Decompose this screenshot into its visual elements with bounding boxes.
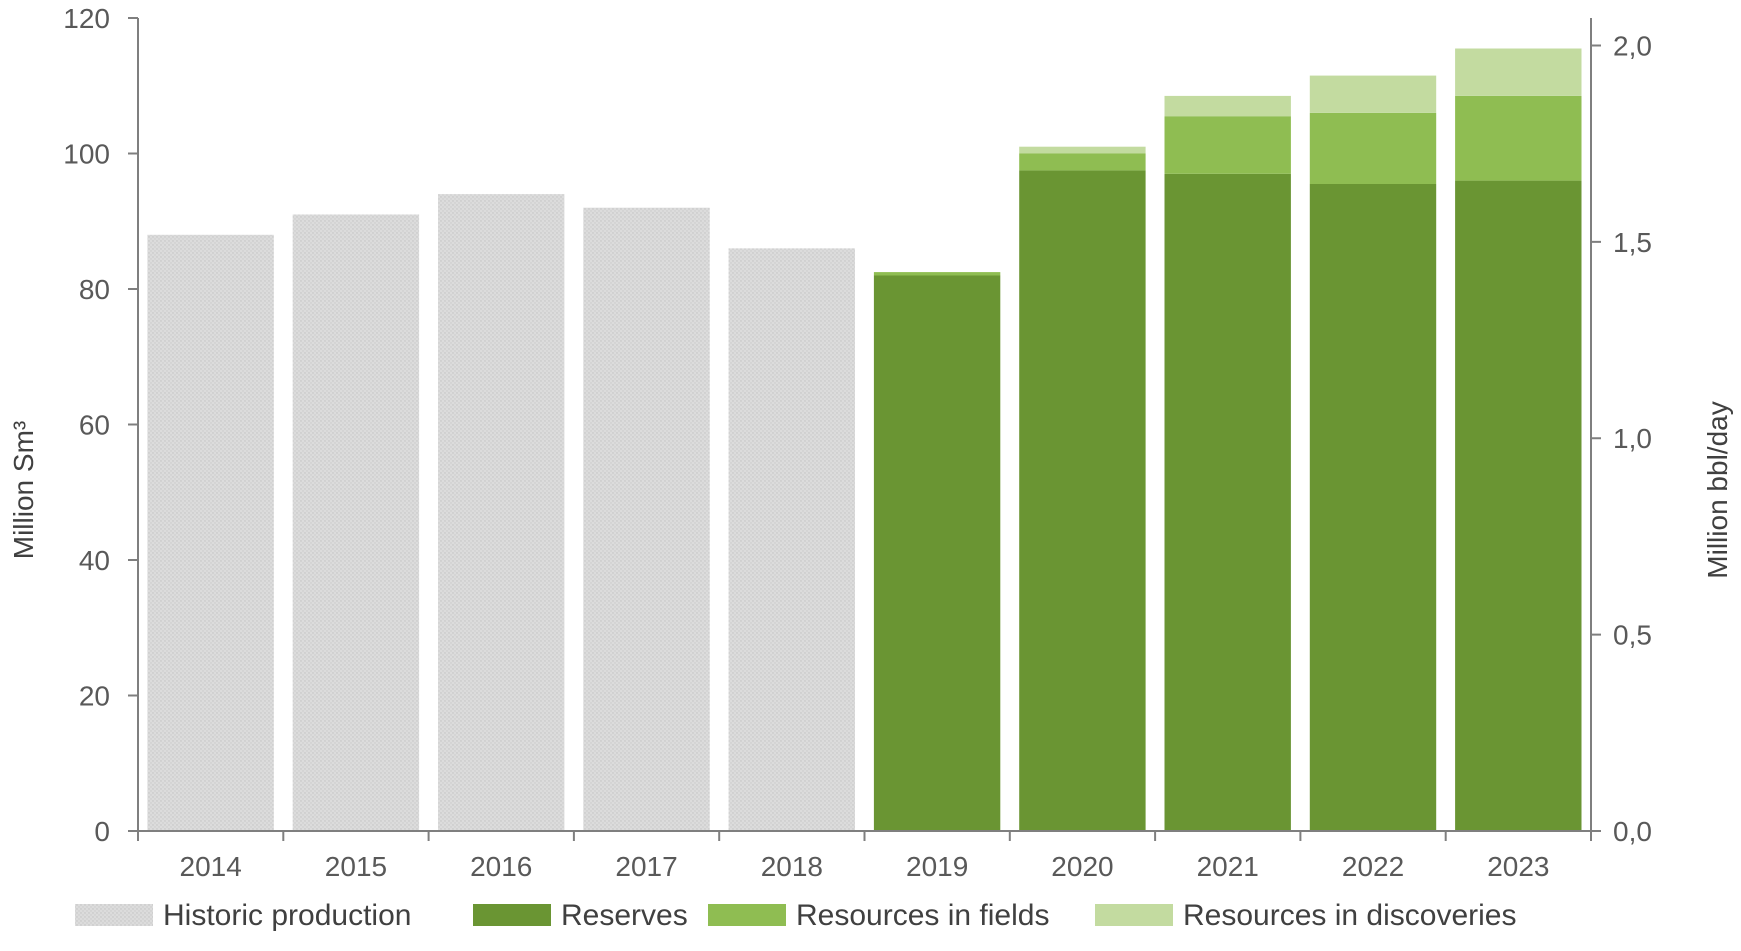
x-tick-label: 2019 — [906, 851, 968, 882]
bar-2019-resources-in-fields — [873, 272, 1001, 276]
bar-2020-resources-in-discoveries — [1019, 146, 1146, 154]
right-y-ticks: 0,0 0,5 1,0 1,5 2,0 — [1591, 30, 1652, 847]
left-tick-label: 0 — [94, 816, 110, 847]
bar-2020-reserves — [1019, 170, 1146, 831]
left-tick-label: 40 — [79, 545, 110, 576]
bar-2016-historic-production — [438, 194, 565, 832]
x-tick-label: 2017 — [615, 851, 677, 882]
x-tick-label: 2020 — [1051, 851, 1113, 882]
bar-2019-reserves — [873, 275, 1001, 831]
right-tick-label: 1,0 — [1613, 423, 1652, 454]
y2-axis-title: Million bbl/day — [1702, 401, 1733, 578]
bar-2023-reserves — [1455, 180, 1582, 832]
left-tick-label: 80 — [79, 274, 110, 305]
x-tick-label: 2021 — [1197, 851, 1259, 882]
right-tick-label: 1,5 — [1613, 227, 1652, 258]
legend-swatch-resources-in-discoveries — [1095, 904, 1173, 926]
x-tick-label: 2016 — [470, 851, 532, 882]
legend-label: Resources in fields — [796, 899, 1049, 932]
bar-2022-reserves — [1309, 184, 1437, 831]
bars-group — [147, 48, 1582, 832]
bar-2023-resources-in-fields — [1455, 95, 1582, 181]
right-tick-label: 2,0 — [1613, 30, 1652, 61]
left-tick-label: 120 — [63, 3, 110, 34]
bar-2022-resources-in-fields — [1309, 112, 1437, 184]
bar-2015-historic-production — [292, 214, 420, 831]
left-y-ticks: 0 20 40 60 80 100 120 — [63, 3, 138, 847]
left-tick-label: 20 — [79, 681, 110, 712]
x-tick-label: 2023 — [1487, 851, 1549, 882]
bar-2020-resources-in-fields — [1019, 153, 1146, 171]
left-tick-label: 60 — [79, 410, 110, 441]
x-tick-label: 2018 — [761, 851, 823, 882]
x-ticks: 2014 2015 2016 2017 2018 2019 2020 2021 2022 2023 — [137, 831, 1592, 882]
bar-2017-historic-production — [583, 207, 710, 831]
bar-2021-resources-in-discoveries — [1164, 95, 1291, 117]
y-axis-title: Million Sm³ — [8, 421, 39, 559]
legend-label: Historic production — [163, 899, 411, 932]
legend-label: Reserves — [561, 899, 688, 932]
x-tick-label: 2014 — [180, 851, 242, 882]
bar-2021-resources-in-fields — [1164, 116, 1291, 174]
right-tick-label: 0,0 — [1613, 816, 1652, 847]
x-tick-label: 2022 — [1342, 851, 1404, 882]
legend-swatch-resources-in-fields — [708, 904, 786, 926]
bar-2022-resources-in-discoveries — [1309, 75, 1437, 113]
bar-2023-resources-in-discoveries — [1455, 48, 1582, 96]
legend-swatch-reserves — [473, 904, 551, 926]
legend-label: Resources in discoveries — [1183, 899, 1516, 932]
bar-2018-historic-production — [728, 248, 855, 831]
legend-swatch-historic-production — [75, 904, 153, 926]
right-tick-label: 0,5 — [1613, 620, 1652, 651]
left-tick-label: 100 — [63, 139, 110, 170]
bar-2014-historic-production — [147, 234, 274, 832]
legend: Historic production Reserves Resources in … — [75, 899, 1516, 932]
bar-2021-reserves — [1164, 173, 1291, 832]
x-tick-label: 2015 — [325, 851, 387, 882]
